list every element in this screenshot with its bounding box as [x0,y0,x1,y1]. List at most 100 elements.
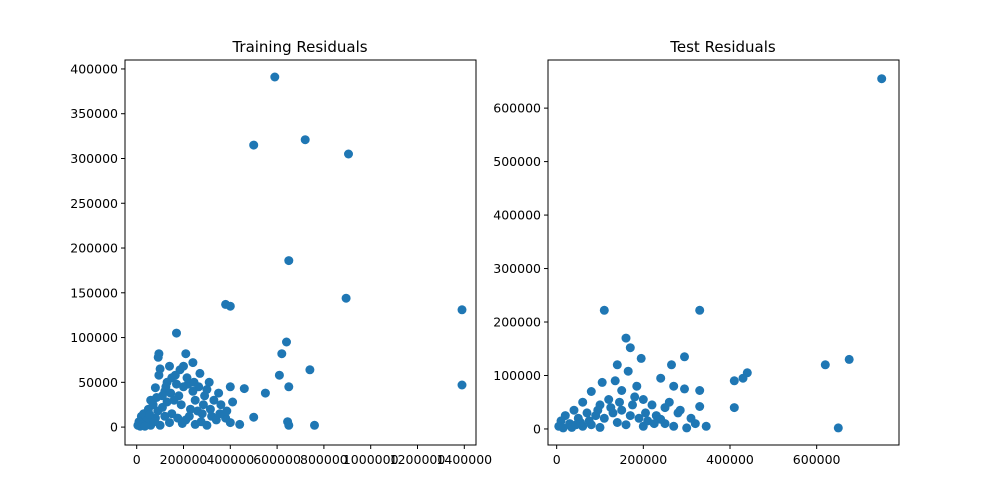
test-data-point [638,395,648,404]
test-data-point [604,395,614,404]
test-data-point [612,360,622,370]
test-data-point [597,377,607,387]
test-data-point [621,333,631,343]
test-data-point [695,386,705,395]
test-y-tick-label: 400000 [493,208,541,223]
training-data-point [284,382,294,392]
test-data-point [634,413,644,423]
test-y-tick-label: 100000 [493,368,541,383]
test-data-point [576,418,585,427]
training-residuals-title: Training Residuals [231,38,367,56]
training-data-point [195,368,205,378]
test-data-point [617,386,627,395]
training-data-point [300,135,310,145]
test-data-point [682,423,692,433]
training-data-point [149,417,159,427]
test-data-point [632,381,642,391]
test-data-point [680,384,689,394]
training-x-tick-label: 1000000 [343,452,399,467]
training-data-point [249,412,259,422]
test-data-point [877,74,887,84]
test-axes-frame [547,59,900,446]
test-data-point [610,376,620,386]
training-data-point [235,419,245,429]
test-data-point [695,402,705,411]
training-data-point [140,421,150,431]
training-data-point [274,370,284,380]
training-data-point [165,361,174,371]
training-data-point [215,409,225,419]
test-axis-ticks: 0 200000 400000 600000 0 100000 200000 300000 40… [493,101,840,467]
test-data-point [621,420,631,430]
test-data-point [690,419,700,429]
training-x-tick-label: 200000 [160,452,208,467]
training-data-point [190,395,200,405]
test-data-point [738,373,748,383]
test-y-tick-label: 300000 [493,261,541,276]
test-data-point [569,405,579,415]
training-data-point [260,388,270,398]
test-data-point [667,360,676,370]
training-data-point [222,406,232,416]
training-y-tick-label: 0 [110,420,118,435]
training-data-point [177,419,187,428]
test-data-point [615,397,624,407]
training-data-point [162,397,172,407]
test-data-point [595,422,605,432]
test-data-point [656,414,666,424]
training-data-point [166,388,176,398]
test-data-point [844,354,854,364]
test-data-point [593,405,603,415]
training-data-point [216,400,226,410]
training-x-tick-label: 600000 [253,452,301,467]
test-data-point [647,400,657,410]
test-data-point [625,411,635,421]
test-data-point [578,397,588,407]
training-data-point [172,379,181,389]
training-x-tick-label: 1400000 [436,452,492,467]
test-x-tick-label: 200000 [619,452,667,467]
training-data-point [341,293,351,303]
test-data-point [833,423,843,433]
test-data-point [664,397,674,407]
test-data-point [606,403,616,413]
training-residuals-panel: Training Residuals 0 200000 400000 600000 80… [70,38,492,467]
training-data-point [198,400,208,410]
training-data-point [188,358,198,368]
training-data-point [270,72,280,82]
training-data-point [148,400,158,410]
test-data-point [584,416,594,426]
training-data-point [209,395,219,405]
training-data-point [154,370,164,380]
test-data-point [558,423,568,433]
test-data-point [623,366,633,376]
training-data-point [457,380,467,390]
training-data-point [186,404,195,414]
test-points [554,74,887,433]
training-y-tick-label: 250000 [70,196,118,211]
training-data-point [182,373,192,383]
test-data-point [638,421,648,431]
training-y-tick-label: 400000 [70,61,118,76]
training-data-point [205,404,215,414]
test-data-point [820,360,830,370]
training-data-point [284,420,294,430]
training-data-point [170,370,180,380]
training-data-point [169,395,179,405]
training-data-point [165,418,174,428]
test-data-point [729,376,739,386]
training-data-point [225,418,235,428]
training-y-tick-label: 300000 [70,151,118,166]
training-y-tick-label: 100000 [70,330,118,345]
test-data-point [729,403,739,413]
training-data-point [214,388,224,398]
test-y-tick-label: 600000 [493,101,541,116]
test-data-point [669,421,679,431]
training-data-point [239,384,249,394]
training-data-point [277,349,287,359]
training-data-point [200,391,210,401]
training-y-tick-label: 200000 [70,241,118,256]
test-data-point [656,373,666,383]
training-data-point [344,149,353,159]
training-data-point [284,256,294,266]
